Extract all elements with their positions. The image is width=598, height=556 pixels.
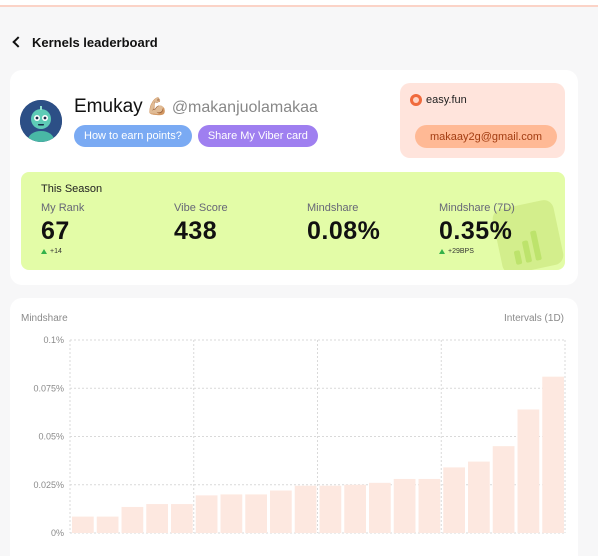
stat-value: 438	[174, 217, 218, 245]
bar	[517, 409, 540, 533]
stat-value: 0.35%	[439, 217, 513, 245]
stat-value: 67	[41, 217, 70, 245]
bar	[393, 478, 416, 533]
bar	[369, 482, 391, 533]
chart-ylabel: Mindshare	[21, 313, 68, 324]
decoration-bar	[529, 230, 543, 261]
user-name: Emukay	[74, 96, 143, 117]
easyfun-header: easy.fun	[410, 94, 467, 106]
bar	[220, 494, 243, 533]
season-stats-panel: This Season My Rank 67 +14 Vibe Score 43…	[21, 172, 565, 270]
email-badge[interactable]: makaay2g@gmail.com	[415, 125, 557, 148]
profile-card: Emukay 💪🏼 @makanjuolamakaa How to earn p…	[10, 70, 578, 285]
top-bar	[0, 0, 598, 7]
chevron-left-icon[interactable]	[12, 36, 24, 48]
stat-value: 0.08%	[307, 217, 381, 245]
page-title: Kernels leaderboard	[32, 34, 158, 50]
stat-label: Vibe Score	[174, 202, 228, 214]
avatar[interactable]	[20, 100, 62, 142]
stat-my-rank: My Rank 67 +14	[41, 202, 84, 255]
easyfun-panel: easy.fun makaay2g@gmail.com	[400, 83, 565, 158]
bar	[171, 504, 193, 533]
bar	[344, 484, 366, 533]
arrow-up-icon	[439, 249, 445, 254]
y-tick-label: 0.05%	[38, 432, 64, 442]
stat-delta: +29BPS	[439, 248, 515, 255]
flexed-bicep-icon: 💪🏼	[146, 97, 168, 116]
user-handle[interactable]: @makanjuolamakaa	[171, 99, 318, 116]
decoration-bar	[521, 240, 533, 263]
bar	[121, 506, 144, 533]
name-row: Emukay 💪🏼 @makanjuolamakaa	[74, 96, 318, 118]
stat-delta-value: +29BPS	[448, 248, 474, 255]
page-header: Kernels leaderboard	[10, 32, 158, 52]
bar	[245, 494, 267, 533]
profile-actions: How to earn points? Share My Viber card	[74, 125, 318, 147]
stat-delta: +14	[41, 248, 84, 255]
bar	[319, 485, 342, 533]
mindshare-chart-card: Mindshare Intervals (1D) 0% 0.025% 0.05% 0.…	[10, 298, 578, 556]
bar	[492, 446, 515, 533]
stat-mindshare-7d: Mindshare (7D) 0.35% +29BPS	[439, 202, 515, 255]
y-tick-label: 0.075%	[33, 383, 64, 393]
bar	[443, 467, 465, 533]
stat-delta-value: +14	[50, 248, 62, 255]
earn-points-button[interactable]: How to earn points?	[74, 125, 192, 147]
arrow-up-icon	[41, 249, 47, 254]
y-tick-label: 0.025%	[33, 480, 64, 490]
robot-avatar-icon	[20, 100, 62, 142]
decoration-bar	[513, 250, 523, 265]
season-title: This Season	[41, 183, 103, 195]
easyfun-name: easy.fun	[426, 94, 467, 106]
bar	[96, 516, 119, 533]
mindshare-bar-chart: 0% 0.025% 0.05% 0.075% 0.1%	[33, 335, 566, 538]
bar	[542, 376, 564, 533]
stat-label: Mindshare	[307, 202, 359, 214]
y-tick-label: 0%	[51, 528, 64, 538]
bar	[270, 490, 292, 533]
stat-label: Mindshare (7D)	[439, 202, 515, 214]
bar	[468, 461, 490, 533]
bar	[72, 516, 94, 533]
interval-selector[interactable]: Intervals (1D)	[503, 313, 564, 324]
stat-vibe-score: Vibe Score 438	[174, 202, 228, 246]
stat-mindshare: Mindshare 0.08%	[307, 202, 380, 246]
stat-label: My Rank	[41, 202, 85, 214]
bar	[146, 504, 168, 533]
bar	[418, 478, 441, 533]
easyfun-logo-icon	[410, 94, 422, 106]
bar	[294, 485, 317, 533]
bar	[195, 495, 218, 533]
share-viber-card-button[interactable]: Share My Viber card	[197, 125, 318, 147]
y-tick-label: 0.1%	[43, 335, 64, 345]
